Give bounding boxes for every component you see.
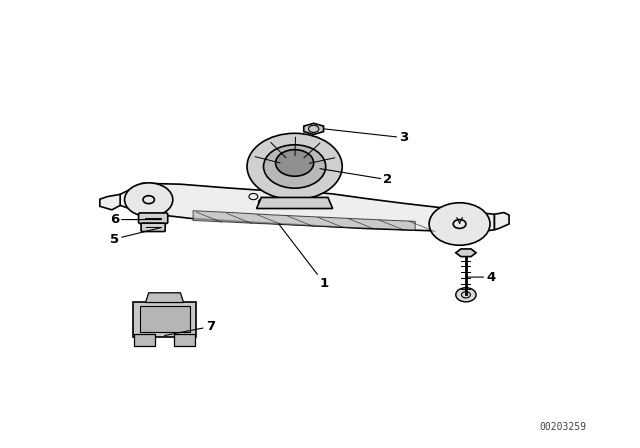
Circle shape: [247, 134, 342, 200]
FancyBboxPatch shape: [174, 334, 195, 346]
FancyBboxPatch shape: [140, 306, 189, 332]
FancyBboxPatch shape: [134, 334, 156, 346]
Polygon shape: [304, 123, 324, 134]
FancyBboxPatch shape: [133, 302, 196, 336]
Polygon shape: [193, 211, 415, 230]
Polygon shape: [145, 293, 184, 302]
Polygon shape: [456, 249, 476, 257]
Circle shape: [276, 150, 314, 176]
Circle shape: [429, 203, 490, 245]
Polygon shape: [495, 212, 509, 230]
FancyBboxPatch shape: [138, 213, 168, 224]
Polygon shape: [100, 194, 120, 210]
Polygon shape: [120, 183, 495, 232]
Text: 1: 1: [279, 224, 329, 290]
Text: 5: 5: [109, 228, 161, 246]
Text: 6: 6: [109, 213, 161, 226]
FancyBboxPatch shape: [141, 223, 165, 232]
Text: 7: 7: [164, 320, 215, 336]
Circle shape: [125, 183, 173, 216]
Text: 4: 4: [466, 271, 495, 284]
Polygon shape: [257, 198, 333, 208]
Text: 3: 3: [324, 129, 408, 144]
Text: 2: 2: [320, 169, 392, 186]
Circle shape: [456, 288, 476, 302]
Text: 00203259: 00203259: [540, 422, 586, 432]
Circle shape: [264, 145, 326, 188]
